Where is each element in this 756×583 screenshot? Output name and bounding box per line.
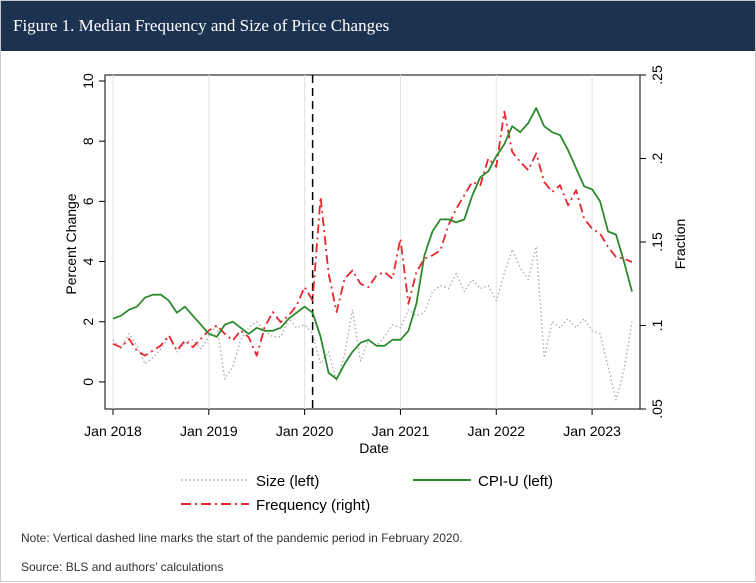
legend: Size (left) CPI-U (left) Frequency (righ… <box>181 473 553 514</box>
x-tick-label: Jan 2020 <box>276 423 334 439</box>
x-tick-label: Jan 2021 <box>372 423 430 439</box>
series-line-frequency-right <box>112 110 633 357</box>
y-left-tick-label: 8 <box>80 137 96 145</box>
y-left-tick-label: 2 <box>80 318 96 326</box>
y-right-tick-label: .1 <box>649 319 665 331</box>
plot-area <box>104 74 641 410</box>
x-tick-label: Jan 2019 <box>180 423 238 439</box>
y-left-tick-label: 0 <box>80 378 96 386</box>
x-axis-label: Date <box>359 440 389 456</box>
x-tick-label: Jan 2018 <box>84 423 142 439</box>
y-right-tick-label: .2 <box>649 152 665 164</box>
y-left-tick-label: 6 <box>80 197 96 205</box>
y-left-tick-label: 10 <box>80 73 96 89</box>
figure-title: Figure 1. Median Frequency and Size of P… <box>13 16 390 35</box>
y-axis-right-label: Fraction <box>672 219 688 270</box>
legend-size-label: Size (left) <box>256 473 319 490</box>
y-right-tick-label: .05 <box>649 399 665 419</box>
chart-note: Note: Vertical dashed line marks the sta… <box>21 531 463 545</box>
y-axis-left-label: Percent Change <box>63 193 79 294</box>
y-right-tick-label: .25 <box>649 65 665 85</box>
y-right-tick-label: .15 <box>649 232 665 252</box>
chart-source: Source: BLS and authors’ calculations <box>21 560 224 574</box>
x-tick-label: Jan 2022 <box>467 423 525 439</box>
axes-group: Jan 2018 Jan 2019 Jan 2020 Jan 2021 Jan 2022… <box>80 65 665 439</box>
series-group <box>112 107 633 401</box>
x-tick-label: Jan 2023 <box>563 423 621 439</box>
legend-cpi-label: CPI-U (left) <box>478 473 553 490</box>
series-line-cpi-u-left <box>112 107 633 380</box>
figure-header: Figure 1. Median Frequency and Size of P… <box>1 1 755 51</box>
legend-frequency-label: Frequency (right) <box>256 497 370 514</box>
y-left-tick-label: 4 <box>80 257 96 265</box>
